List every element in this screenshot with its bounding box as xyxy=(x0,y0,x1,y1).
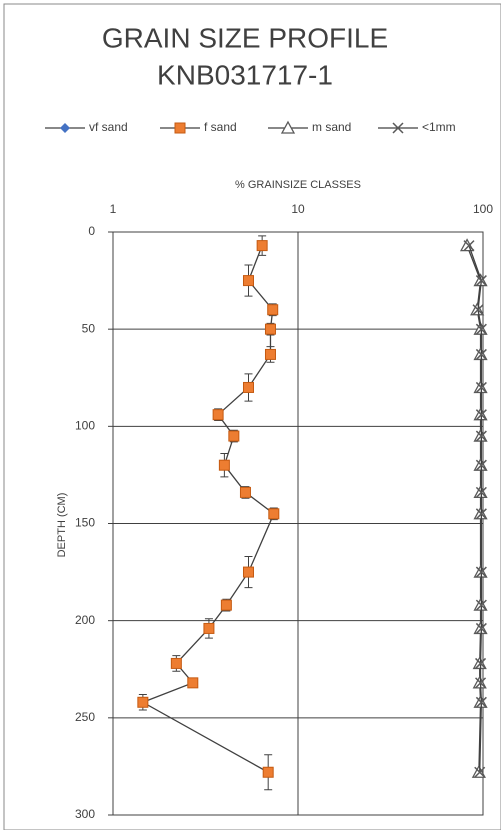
marker xyxy=(269,509,279,519)
x-tick-label: 100 xyxy=(473,202,493,216)
x-axis-label: % GRAINSIZE CLASSES xyxy=(235,179,361,191)
marker xyxy=(188,678,198,688)
y-tick-label: 0 xyxy=(88,224,95,238)
legend-label: vf sand xyxy=(89,120,128,134)
y-tick-label: 150 xyxy=(75,516,95,530)
y-tick-label: 250 xyxy=(75,710,95,724)
marker xyxy=(240,487,250,497)
y-tick-label: 200 xyxy=(75,613,95,627)
marker xyxy=(219,460,229,470)
x-tick-label: 10 xyxy=(291,202,305,216)
marker xyxy=(138,697,148,707)
chart-title: GRAIN SIZE PROFILE xyxy=(102,22,388,53)
x-tick-label: 1 xyxy=(110,202,117,216)
y-axis-label: DEPTH (CM) xyxy=(56,493,68,558)
marker xyxy=(257,241,267,251)
y-tick-label: 300 xyxy=(75,807,95,821)
marker xyxy=(213,410,223,420)
marker xyxy=(243,382,253,392)
marker xyxy=(268,305,278,315)
marker xyxy=(221,600,231,610)
legend-marker xyxy=(175,123,185,133)
legend-label: f sand xyxy=(204,120,237,134)
marker xyxy=(263,767,273,777)
marker xyxy=(243,276,253,286)
y-tick-label: 50 xyxy=(82,321,96,335)
legend-label: <1mm xyxy=(422,120,456,134)
y-tick-label: 100 xyxy=(75,419,95,433)
marker xyxy=(265,349,275,359)
legend-label: m sand xyxy=(312,120,351,134)
marker xyxy=(243,567,253,577)
marker xyxy=(265,324,275,334)
marker xyxy=(171,658,181,668)
marker xyxy=(229,431,239,441)
chart-subtitle: KNB031717-1 xyxy=(157,59,333,90)
chart: GRAIN SIZE PROFILE KNB031717-1 % GRAINSI… xyxy=(0,0,501,830)
marker xyxy=(204,623,214,633)
